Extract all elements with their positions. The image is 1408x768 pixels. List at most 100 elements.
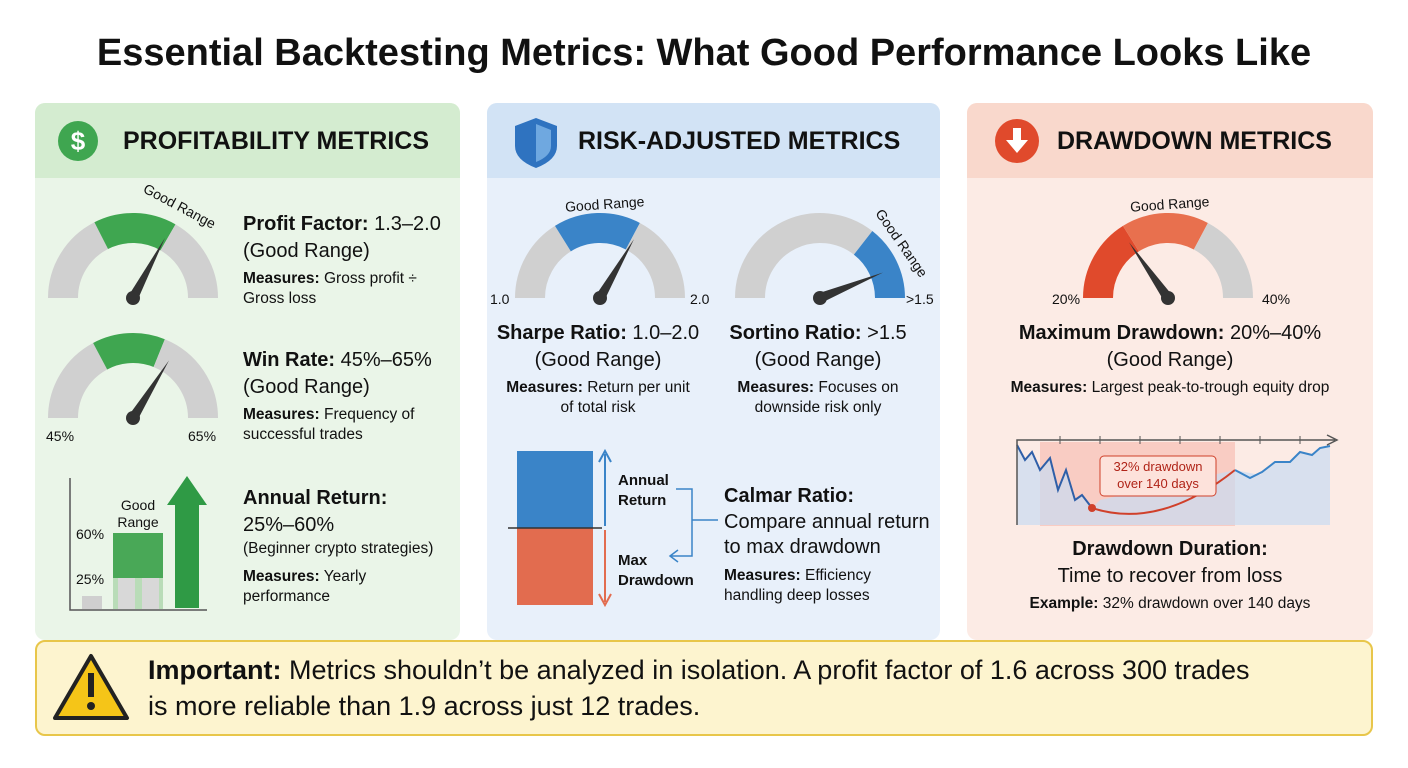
- chart-axis: [1016, 434, 1339, 525]
- title: Essential Backtesting Metrics: What Good…: [96, 32, 1312, 74]
- chart-arrow: [598, 530, 612, 608]
- equity-line: [1016, 444, 1093, 509]
- chart-bar: [142, 578, 159, 609]
- gauge-segment: [625, 222, 685, 299]
- gauge-max: 40%: [1262, 291, 1291, 307]
- gauge-needle: [1128, 242, 1173, 301]
- gauge-segment: [152, 339, 218, 419]
- metric-value: 1.3–2.0: [374, 213, 441, 235]
- gauge-needle: [128, 237, 165, 301]
- panel: [967, 103, 1373, 640]
- gauge-segment: [1193, 222, 1253, 299]
- icon: [536, 124, 551, 162]
- chart-label: Good Range: [117, 497, 159, 530]
- chart-bar: [517, 451, 593, 528]
- metric: Win Rate: 45%–65% (Good Range) Measures:…: [243, 347, 458, 445]
- chart-level: 25%: [76, 571, 105, 587]
- callout-label: Important:: [148, 655, 282, 685]
- metric-name: Profit Factor:: [243, 213, 369, 235]
- gauge-segment: [853, 231, 905, 299]
- metric-name: Calmar Ratio:: [724, 485, 855, 507]
- metric-value: >1.5: [867, 322, 907, 344]
- metric: Drawdown Duration: Time to recover from …: [970, 536, 1370, 614]
- measures-text: Return per unit of total risk: [560, 379, 690, 416]
- metric-note: (Beginner crypto strategies): [243, 540, 434, 557]
- measures-label: Measures:: [243, 568, 320, 585]
- chart-bar: [118, 578, 135, 609]
- gauge-min: 45%: [46, 428, 75, 444]
- callout-text: Important: Metrics shouldn’t be analyzed…: [148, 652, 1268, 724]
- gauge-segment: [735, 213, 873, 299]
- gauge-segment: [554, 213, 640, 252]
- measures-label: Measures:: [724, 567, 801, 584]
- callout-body: Metrics shouldn’t be analyzed in isolati…: [148, 655, 1250, 721]
- panel-header: [35, 103, 460, 178]
- measures-label: Measures:: [1010, 379, 1088, 396]
- panel: [35, 103, 460, 640]
- gauge-max: 2.0: [690, 291, 710, 307]
- metric-note: (Good Range): [243, 376, 370, 398]
- gauge-needle: [595, 239, 634, 301]
- metric: Sortino Ratio: >1.5 (Good Range) Measure…: [708, 320, 928, 418]
- panel-heading: DRAWDOWN METRICS: [1057, 127, 1332, 155]
- chart-axis: [69, 478, 207, 611]
- metric-note: (Good Range): [1106, 349, 1234, 371]
- measures-label: Measures:: [243, 406, 320, 423]
- metric-note: (Good Range): [243, 240, 370, 262]
- chart-bar: [82, 596, 102, 609]
- trough-point: [1088, 504, 1096, 512]
- measures-text: Frequency of successful trades: [243, 406, 415, 443]
- metric-value: 1.0–2.0: [632, 322, 700, 344]
- gauge-segment: [159, 224, 218, 299]
- metric: Profit Factor: 1.3–2.0 (Good Range) Meas…: [243, 211, 458, 309]
- chart-level: 60%: [76, 526, 105, 542]
- chart-bar: [517, 528, 593, 605]
- metric: Calmar Ratio: Compare annual return to m…: [724, 483, 939, 606]
- gauge-needle: [818, 272, 884, 303]
- metric-note: (Good Range): [754, 349, 882, 371]
- panel-heading: RISK-ADJUSTED METRICS: [578, 127, 901, 155]
- gauge-needle: [128, 360, 170, 421]
- icon: [1006, 128, 1028, 153]
- metric-value: Time to recover from loss: [1057, 565, 1283, 587]
- gauge-max: >1.5: [906, 291, 934, 307]
- metric-name: Sortino Ratio:: [729, 322, 862, 344]
- gauge-segment: [93, 333, 165, 370]
- gauge-hub: [813, 291, 827, 305]
- metric-name: Annual Return:: [243, 487, 388, 509]
- metric-value: 25%–60%: [243, 514, 335, 536]
- chart-label: Annual Return: [618, 472, 669, 509]
- measures-text: Gross profit ÷ Gross loss: [243, 270, 417, 307]
- metric-name: Sharpe Ratio:: [496, 322, 627, 344]
- gauge-segment: [94, 213, 176, 251]
- measures-text: Efficiency handling deep losses: [724, 567, 872, 604]
- callout-box: [35, 640, 1373, 736]
- gauge-hub: [1161, 291, 1175, 305]
- metric: Annual Return: 25%–60% (Beginner crypto …: [243, 485, 458, 607]
- equity-line: [1234, 445, 1331, 480]
- gauge-hub: [126, 411, 140, 425]
- chart-arrow: [598, 448, 612, 526]
- recovery-curve: [1091, 469, 1236, 515]
- gauge-hub: [126, 291, 140, 305]
- metric: Maximum Drawdown: 20%–40% (Good Range) M…: [970, 320, 1370, 398]
- gauge-hub: [593, 291, 607, 305]
- metric-value: 45%–65%: [340, 349, 432, 371]
- panel-header: [487, 103, 940, 178]
- measures-label: Measures:: [243, 270, 320, 287]
- metric-note: (Good Range): [534, 349, 662, 371]
- measures-text: Focuses on downside risk only: [754, 379, 899, 416]
- gauge-max: 65%: [188, 428, 217, 444]
- metric-name: Drawdown Duration:: [1072, 538, 1268, 560]
- example-text: 32% drawdown over 140 days: [1102, 595, 1311, 612]
- panel-heading: PROFITABILITY METRICS: [123, 127, 430, 155]
- measures-text: Yearly performance: [243, 568, 367, 605]
- gauge-min: 20%: [1052, 291, 1081, 307]
- warning-icon: [88, 673, 94, 697]
- metric-name: Maximum Drawdown:: [1018, 322, 1225, 344]
- gauge-segment: [515, 225, 572, 299]
- measures-label: Measures:: [506, 379, 583, 396]
- measures-label: Measures:: [737, 379, 815, 396]
